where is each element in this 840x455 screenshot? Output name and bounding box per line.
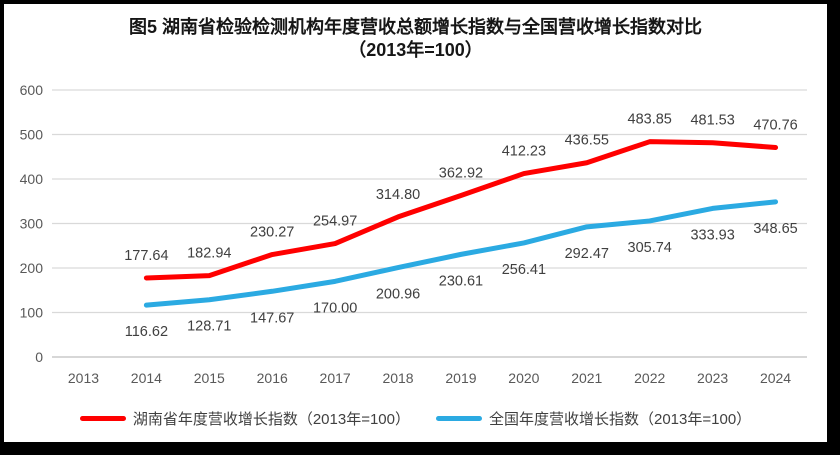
data-label: 256.41 xyxy=(502,262,546,278)
data-label: 348.65 xyxy=(753,221,797,237)
series-line-1 xyxy=(143,199,779,308)
chart-subtitle: （2013年=100） xyxy=(348,40,483,60)
data-label: 200.96 xyxy=(376,287,420,303)
legend-line-swatch-red xyxy=(79,416,126,421)
x-axis-tick-label: 2015 xyxy=(194,370,225,386)
data-label: 170.00 xyxy=(313,300,357,316)
y-axis-tick-label: 300 xyxy=(20,216,44,232)
data-label: 230.61 xyxy=(439,273,483,289)
data-label: 314.80 xyxy=(376,187,420,203)
y-axis-tick-label: 500 xyxy=(20,127,44,143)
x-axis-tick-label: 2024 xyxy=(760,370,791,386)
x-axis-tick-label: 2019 xyxy=(445,370,476,386)
chart-title: 图5 湖南省检验检测机构年度营收总额增长指数与全国营收增长指数对比 xyxy=(128,17,702,37)
legend-item-hunan: 湖南省年度营收增长指数（2013年=100） xyxy=(79,408,410,429)
data-label: 177.64 xyxy=(124,248,168,264)
y-axis-tick-label: 600 xyxy=(20,82,44,98)
data-label: 230.27 xyxy=(250,225,294,241)
data-label: 254.97 xyxy=(313,214,357,230)
data-label: 333.93 xyxy=(690,227,734,243)
chart-canvas: 图5 湖南省检验检测机构年度营收总额增长指数与全国营收增长指数对比 （2013年… xyxy=(4,4,827,442)
x-axis-tick-label: 2013 xyxy=(68,370,99,386)
x-axis-tick-label: 2014 xyxy=(131,370,162,386)
plot-area: 0 100 200 300 400 500 600 2013 2014 2015 2016 2017 2… xyxy=(20,82,807,386)
data-label: 305.74 xyxy=(628,240,672,256)
legend-line-swatch-blue xyxy=(436,416,482,421)
legend-label-national: 全国年度营收增长指数（2013年=100） xyxy=(489,411,752,428)
x-axis-tick-label: 2021 xyxy=(571,370,602,386)
x-axis-tick-label: 2023 xyxy=(697,370,728,386)
data-label: 481.53 xyxy=(690,113,734,129)
data-label: 128.71 xyxy=(187,319,231,335)
y-axis-tick-label: 100 xyxy=(20,305,44,321)
series-line-0 xyxy=(143,139,779,281)
data-label: 362.92 xyxy=(439,166,483,182)
x-axis-tick-label: 2016 xyxy=(257,370,288,386)
data-label: 483.85 xyxy=(628,112,672,128)
x-axis-tick-label: 2018 xyxy=(382,370,413,386)
data-label: 436.55 xyxy=(565,133,609,149)
x-axis-tick-label: 2022 xyxy=(634,370,665,386)
legend-item-national: 全国年度营收增长指数（2013年=100） xyxy=(436,408,751,429)
data-label: 292.47 xyxy=(565,246,609,262)
y-axis-tick-label: 0 xyxy=(35,349,43,365)
data-label: 470.76 xyxy=(753,118,797,134)
x-axis-tick-label: 2020 xyxy=(508,370,539,386)
data-label: 412.23 xyxy=(502,144,546,160)
data-label: 147.67 xyxy=(250,310,294,326)
data-label: 182.94 xyxy=(187,246,231,262)
data-label: 116.62 xyxy=(125,324,168,340)
y-axis-tick-label: 400 xyxy=(20,171,44,187)
y-axis-tick-label: 200 xyxy=(20,260,44,276)
legend-label-hunan: 湖南省年度营收增长指数（2013年=100） xyxy=(132,411,410,428)
x-axis-tick-label: 2017 xyxy=(320,370,351,386)
legend: 湖南省年度营收增长指数（2013年=100） 全国年度营收增长指数（2013年=… xyxy=(4,408,827,429)
chart-title-block: 图5 湖南省检验检测机构年度营收总额增长指数与全国营收增长指数对比 （2013年… xyxy=(4,16,827,62)
